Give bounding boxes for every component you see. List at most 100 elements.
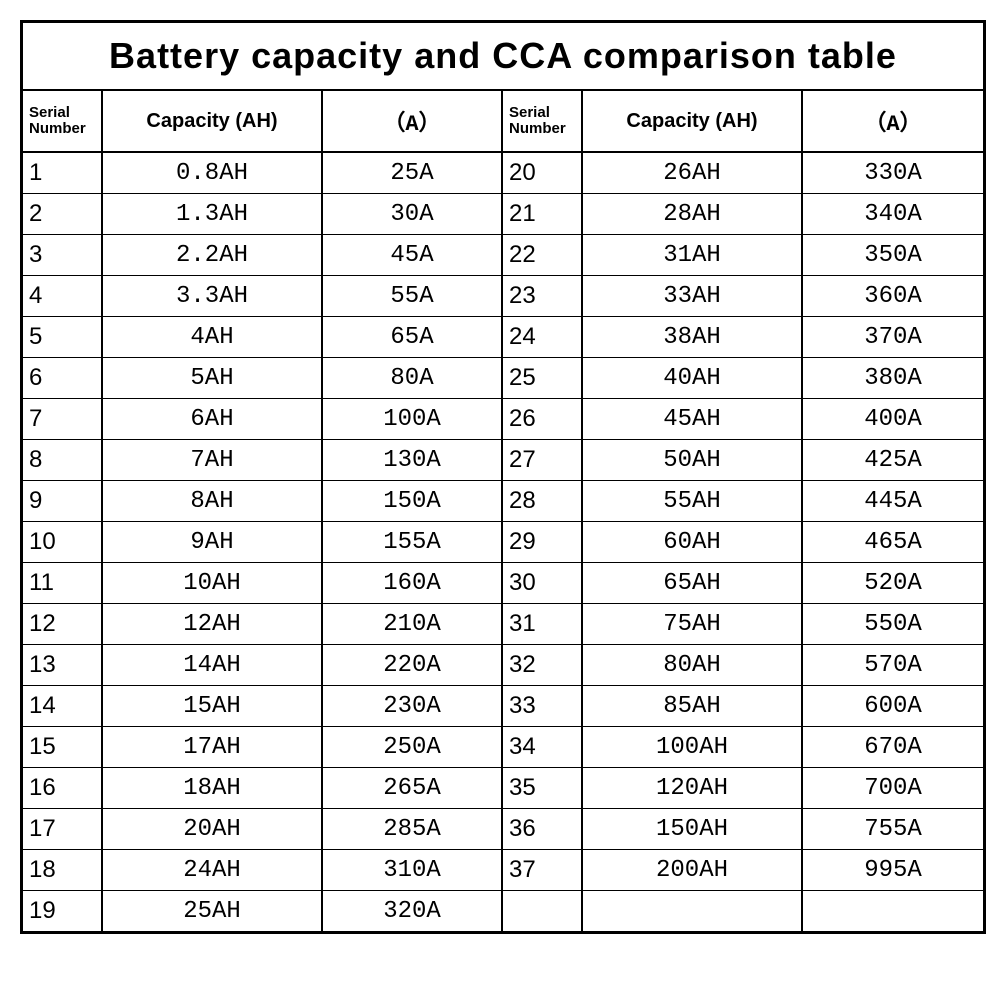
cell-amps: 350A [803,235,983,275]
table-row: 1824AH310A37200AH995A [23,850,983,891]
cell-capacity: 6AH [103,399,323,439]
cell-amps: 160A [323,563,503,603]
cell-serial: 30 [503,563,583,603]
cell-amps: 285A [323,809,503,849]
header-capacity-2: Capacity (AH) [583,91,803,151]
cell-capacity: 38AH [583,317,803,357]
cell-amps: 320A [323,891,503,931]
cell-capacity: 2.2AH [103,235,323,275]
cell-amps: 570A [803,645,983,685]
cell-serial: 19 [23,891,103,931]
header-amps-1: （A） [323,91,503,151]
cell-amps: 30A [323,194,503,234]
cell-amps: 55A [323,276,503,316]
cell-capacity: 200AH [583,850,803,890]
cell-amps: 100A [323,399,503,439]
cell-amps: 150A [323,481,503,521]
cell-amps: 80A [323,358,503,398]
cell-capacity: 0.8AH [103,153,323,193]
table-row: 1212AH210A3175AH550A [23,604,983,645]
cell-serial: 15 [23,727,103,767]
cell-serial: 29 [503,522,583,562]
cell-serial: 34 [503,727,583,767]
table-row: 109AH155A2960AH465A [23,522,983,563]
cell-capacity: 40AH [583,358,803,398]
cell-serial: 5 [23,317,103,357]
table-row: 21.3AH30A2128AH340A [23,194,983,235]
cell-capacity: 28AH [583,194,803,234]
header-amps-2: （A） [803,91,983,151]
cell-serial: 3 [23,235,103,275]
cell-serial: 36 [503,809,583,849]
cell-serial: 27 [503,440,583,480]
table-body: 10.8AH25A2026AH330A21.3AH30A2128AH340A32… [23,153,983,931]
cell-serial: 14 [23,686,103,726]
cell-capacity: 31AH [583,235,803,275]
cell-capacity: 9AH [103,522,323,562]
cell-capacity: 100AH [583,727,803,767]
cell-amps: 370A [803,317,983,357]
cell-amps: 360A [803,276,983,316]
cell-amps: 45A [323,235,503,275]
cell-capacity: 120AH [583,768,803,808]
cell-serial: 24 [503,317,583,357]
cell-serial: 6 [23,358,103,398]
cell-amps: 425A [803,440,983,480]
cell-serial: 25 [503,358,583,398]
table-row: 87AH130A2750AH425A [23,440,983,481]
comparison-table: Battery capacity and CCA comparison tabl… [20,20,986,934]
header-capacity-1: Capacity (AH) [103,91,323,151]
cell-capacity: 15AH [103,686,323,726]
cell-serial: 23 [503,276,583,316]
table-row: 76AH100A2645AH400A [23,399,983,440]
cell-capacity: 5AH [103,358,323,398]
cell-amps: 330A [803,153,983,193]
cell-amps: 130A [323,440,503,480]
cell-serial: 9 [23,481,103,521]
cell-amps: 380A [803,358,983,398]
table-header-row: Serial Number Capacity (AH) （A） Serial N… [23,91,983,153]
cell-amps [803,891,983,931]
table-row: 1618AH265A35120AH700A [23,768,983,809]
cell-serial: 35 [503,768,583,808]
cell-serial: 2 [23,194,103,234]
cell-amps: 700A [803,768,983,808]
cell-serial: 1 [23,153,103,193]
cell-capacity: 8AH [103,481,323,521]
cell-amps: 400A [803,399,983,439]
cell-capacity: 25AH [103,891,323,931]
cell-serial: 10 [23,522,103,562]
cell-capacity: 10AH [103,563,323,603]
cell-amps: 265A [323,768,503,808]
cell-serial: 28 [503,481,583,521]
cell-amps: 310A [323,850,503,890]
cell-capacity: 18AH [103,768,323,808]
table-row: 54AH65A2438AH370A [23,317,983,358]
header-serial-2: Serial Number [503,91,583,151]
cell-capacity: 17AH [103,727,323,767]
cell-capacity: 1.3AH [103,194,323,234]
cell-capacity: 3.3AH [103,276,323,316]
cell-amps: 220A [323,645,503,685]
table-row: 1720AH285A36150AH755A [23,809,983,850]
cell-serial: 16 [23,768,103,808]
cell-amps: 550A [803,604,983,644]
cell-capacity: 20AH [103,809,323,849]
cell-capacity [583,891,803,931]
table-title: Battery capacity and CCA comparison tabl… [23,23,983,91]
table-row: 1517AH250A34100AH670A [23,727,983,768]
cell-capacity: 150AH [583,809,803,849]
cell-serial: 12 [23,604,103,644]
cell-serial: 11 [23,563,103,603]
cell-serial: 20 [503,153,583,193]
cell-amps: 65A [323,317,503,357]
cell-serial: 13 [23,645,103,685]
cell-serial: 17 [23,809,103,849]
cell-amps: 25A [323,153,503,193]
cell-capacity: 75AH [583,604,803,644]
cell-capacity: 65AH [583,563,803,603]
cell-amps: 340A [803,194,983,234]
cell-serial: 37 [503,850,583,890]
table-row: 1415AH230A3385AH600A [23,686,983,727]
cell-capacity: 80AH [583,645,803,685]
